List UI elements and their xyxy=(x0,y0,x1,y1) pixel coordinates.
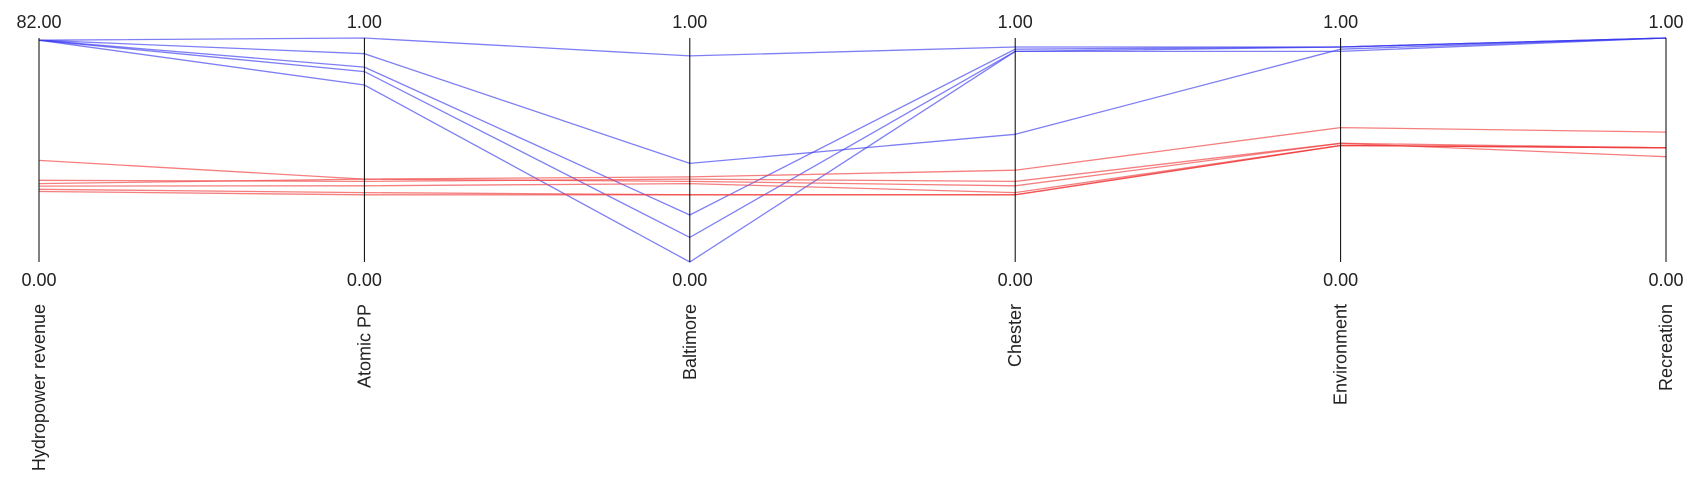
axis-1: 1.00 0.00 Atomic PP xyxy=(347,12,382,388)
axis-name-label: Recreation xyxy=(1656,304,1676,391)
axis-4: 1.00 0.00 Environment xyxy=(1323,12,1358,405)
axis-min-label: 0.00 xyxy=(998,270,1033,290)
series-line-8 xyxy=(38,144,1667,194)
series-line-3 xyxy=(38,37,1667,239)
axis-name-label: Baltimore xyxy=(680,304,700,380)
axis-0: 82.00 0.00 Hydropower revenue xyxy=(16,12,61,471)
axis-name-label: Hydropower revenue xyxy=(29,304,49,471)
axis-max-label: 1.00 xyxy=(347,12,382,32)
axis-max-label: 1.00 xyxy=(1648,12,1683,32)
axis-name-label: Atomic PP xyxy=(354,304,374,388)
axis-2: 1.00 0.00 Baltimore xyxy=(672,12,707,380)
series-line-7 xyxy=(38,142,1667,187)
series-lines xyxy=(38,37,1667,263)
series-line-4 xyxy=(38,37,1667,263)
axis-name-label: Chester xyxy=(1005,304,1025,367)
axis-name-label: Environment xyxy=(1331,304,1351,405)
axis-min-label: 0.00 xyxy=(347,270,382,290)
series-line-1 xyxy=(38,37,1667,165)
axis-min-label: 0.00 xyxy=(1648,270,1683,290)
axis-max-label: 82.00 xyxy=(16,12,61,32)
series-line-10 xyxy=(38,144,1667,196)
axis-max-label: 1.00 xyxy=(1323,12,1358,32)
axis-max-label: 1.00 xyxy=(672,12,707,32)
axis-3: 1.00 0.00 Chester xyxy=(998,12,1033,367)
axis-5: 1.00 0.00 Recreation xyxy=(1648,12,1683,391)
series-line-5 xyxy=(38,126,1667,180)
axis-min-label: 0.00 xyxy=(1323,270,1358,290)
axis-min-label: 0.00 xyxy=(21,270,56,290)
axis-min-label: 0.00 xyxy=(672,270,707,290)
series-line-9 xyxy=(38,144,1667,196)
axis-max-label: 1.00 xyxy=(998,12,1033,32)
